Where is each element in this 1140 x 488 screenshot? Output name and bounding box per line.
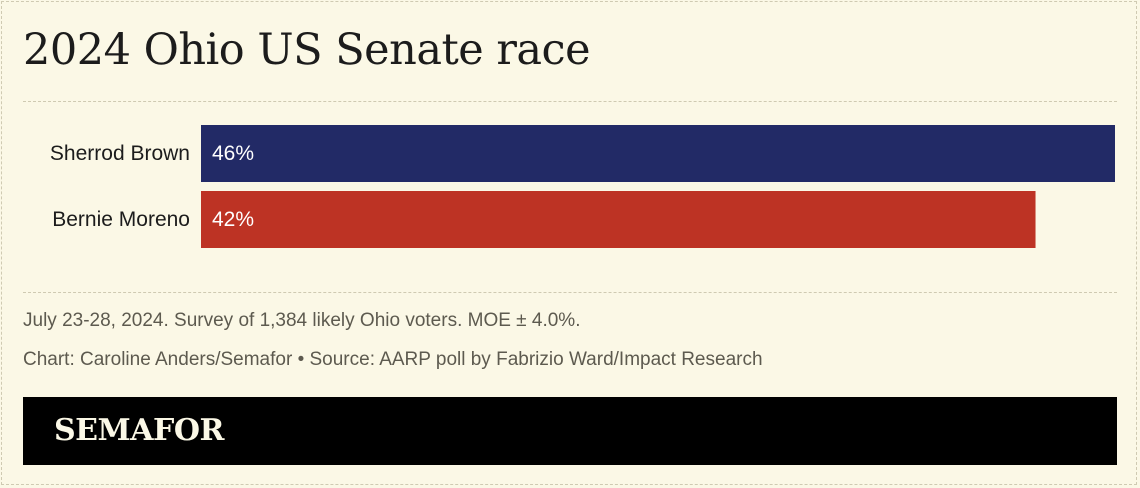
value-label-1: 42% [212,208,254,231]
category-label-1: Bernie Moreno [52,208,190,231]
bar-chart: Sherrod Brown 46% Bernie Moreno 42% [50,125,1115,248]
brand-bar: SEMAFOR [23,397,1117,465]
source-credit: Chart: Caroline Anders/Semafor • Source:… [23,349,763,370]
bar-1 [201,191,1036,248]
semafor-logo: SEMAFOR [54,413,224,448]
category-label-0: Sherrod Brown [50,142,190,165]
bottom-divider [23,292,1117,293]
bar-0 [201,125,1115,182]
value-label-0: 46% [212,142,254,165]
chart-title: 2024 Ohio US Senate race [23,25,591,75]
top-divider [23,101,1117,102]
survey-note: July 23-28, 2024. Survey of 1,384 likely… [23,310,581,331]
